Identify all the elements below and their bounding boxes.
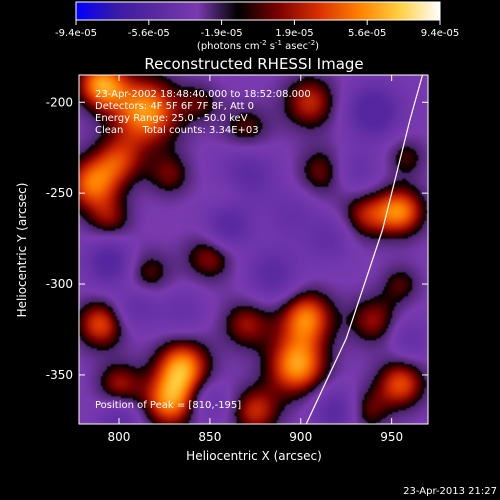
colorbar-tick-label: -9.4e-05 <box>55 28 97 39</box>
y-tick-label: -250 <box>46 186 73 200</box>
solar-limb-curve <box>305 75 424 424</box>
annotation-time-range: 23-Apr-2002 18:48:40.000 to 18:52:08.000 <box>95 89 311 100</box>
chart-title: Reconstructed RHESSI Image <box>144 55 363 73</box>
colorbar-units: (photons cm-2 s-1 asec-2) <box>197 39 319 52</box>
axis-ticks: 800 850 900 950 -200 -250 -300 -350 <box>46 75 428 444</box>
colorbar-tick-label: 9.4e-05 <box>421 28 459 39</box>
plot-area <box>79 75 428 424</box>
heatmap-image <box>79 75 428 424</box>
y-axis-label: Heliocentric Y (arcsec) <box>15 183 29 318</box>
colorbar-tick-label: -1.9e-05 <box>201 28 243 39</box>
colorbar <box>75 1 441 21</box>
x-tick-label: 900 <box>289 430 312 444</box>
plot-frame <box>78 74 429 425</box>
x-axis-label: Heliocentric X (arcsec) <box>186 449 322 463</box>
colorbar-tick-label: 5.6e-05 <box>348 28 386 39</box>
colorbar-tick-label: 1.9e-05 <box>275 28 313 39</box>
x-tick-label: 950 <box>380 430 403 444</box>
colorbar-tick-label: -5.6e-05 <box>128 28 170 39</box>
annotation-energy-range: Energy Range: 25.0 - 50.0 keV <box>95 113 248 124</box>
footer-timestamp: 23-Apr-2013 21:27 <box>403 486 497 497</box>
annotation-clean-counts: Clean Total counts: 3.34E+03 <box>95 125 259 136</box>
annotation-peak-position: Position of Peak = [810,-195] <box>95 400 241 411</box>
annotation-detectors: Detectors: 4F 5F 6F 7F 8F, Att 0 <box>95 101 254 112</box>
colorbar-ticks: -9.4e-05 -5.6e-05 -1.9e-05 1.9e-05 5.6e-05 9.… <box>55 20 459 39</box>
y-tick-label: -200 <box>46 95 73 109</box>
x-tick-label: 800 <box>108 430 131 444</box>
y-tick-label: -300 <box>46 277 73 291</box>
x-tick-label: 850 <box>198 430 221 444</box>
y-tick-label: -350 <box>46 368 73 382</box>
